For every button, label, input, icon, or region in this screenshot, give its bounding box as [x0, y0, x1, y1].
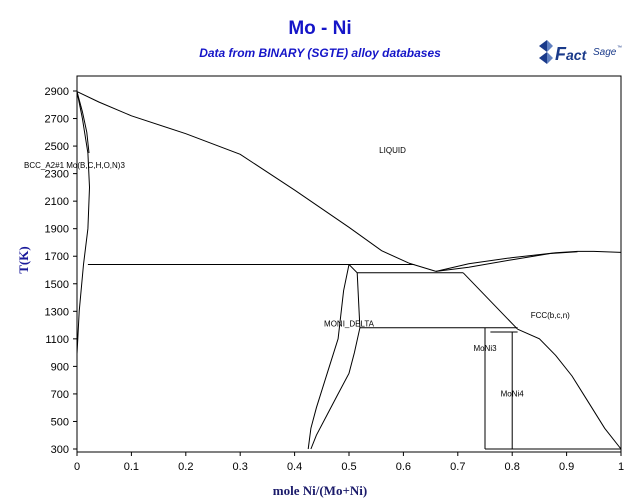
- region-label: LIQUID: [379, 146, 406, 155]
- y-tick-label: 700: [51, 389, 69, 401]
- phase-boundary-line: [435, 250, 622, 272]
- x-tick-label: 0.9: [559, 461, 574, 473]
- x-tick-label: 0.3: [233, 461, 248, 473]
- chart-subtitle: Data from BINARY (SGTE) alloy databases: [199, 46, 441, 60]
- phase-boundary-line: [517, 328, 622, 450]
- x-axis-label: mole Ni/(Mo+Ni): [272, 483, 368, 498]
- region-label: FCC(b,c,n): [531, 311, 570, 320]
- x-tick-label: 0.6: [396, 461, 411, 473]
- x-tick-label: 0.8: [505, 461, 520, 473]
- y-tick-label: 300: [51, 444, 69, 456]
- phase-boundary-line: [76, 91, 91, 355]
- phase-boundary-line: [310, 327, 361, 450]
- y-tick-label: 2100: [45, 196, 69, 208]
- y-tick-label: 2300: [45, 169, 69, 181]
- region-label: MONI_DELTA: [324, 319, 375, 328]
- svg-text:™: ™: [617, 45, 622, 51]
- x-tick-label: 1: [618, 461, 624, 473]
- phase-boundary-line: [435, 251, 578, 272]
- x-tick-label: 0.5: [341, 461, 356, 473]
- y-tick-label: 2500: [45, 141, 69, 153]
- x-tick-label: 0.7: [450, 461, 465, 473]
- phase-boundary-line: [462, 272, 518, 330]
- x-tick-label: 0.1: [124, 461, 139, 473]
- y-tick-label: 1500: [45, 279, 69, 291]
- region-label: BCC_A2#1 Mo(B,C,H,O,N)3: [24, 161, 125, 170]
- y-tick-label: 1100: [45, 334, 69, 346]
- y-tick-label: 2900: [45, 86, 69, 98]
- region-label: MoNi4: [501, 390, 525, 399]
- y-tick-label: 1900: [45, 224, 69, 236]
- x-tick-label: 0.4: [287, 461, 302, 473]
- region-label: MoNi3: [473, 344, 497, 353]
- x-tick-label: 0.2: [178, 461, 193, 473]
- y-tick-label: 1300: [45, 306, 69, 318]
- svg-text:F: F: [555, 44, 567, 64]
- phase-boundary-line: [307, 264, 350, 450]
- y-tick-label: 2700: [45, 114, 69, 126]
- y-tick-label: 900: [51, 361, 69, 373]
- phase-boundary-line: [76, 91, 90, 154]
- chart-title: Mo - Ni: [288, 18, 352, 39]
- svg-text:act: act: [566, 47, 588, 63]
- y-tick-label: 500: [51, 416, 69, 428]
- y-tick-label: 1700: [45, 251, 69, 263]
- factsage-logo: F act Sage ™: [539, 40, 622, 64]
- phase-boundary-line: [76, 91, 410, 264]
- phase-boundary-line: [348, 264, 361, 328]
- x-tick-label: 0: [74, 461, 80, 473]
- svg-text:Sage: Sage: [593, 47, 617, 58]
